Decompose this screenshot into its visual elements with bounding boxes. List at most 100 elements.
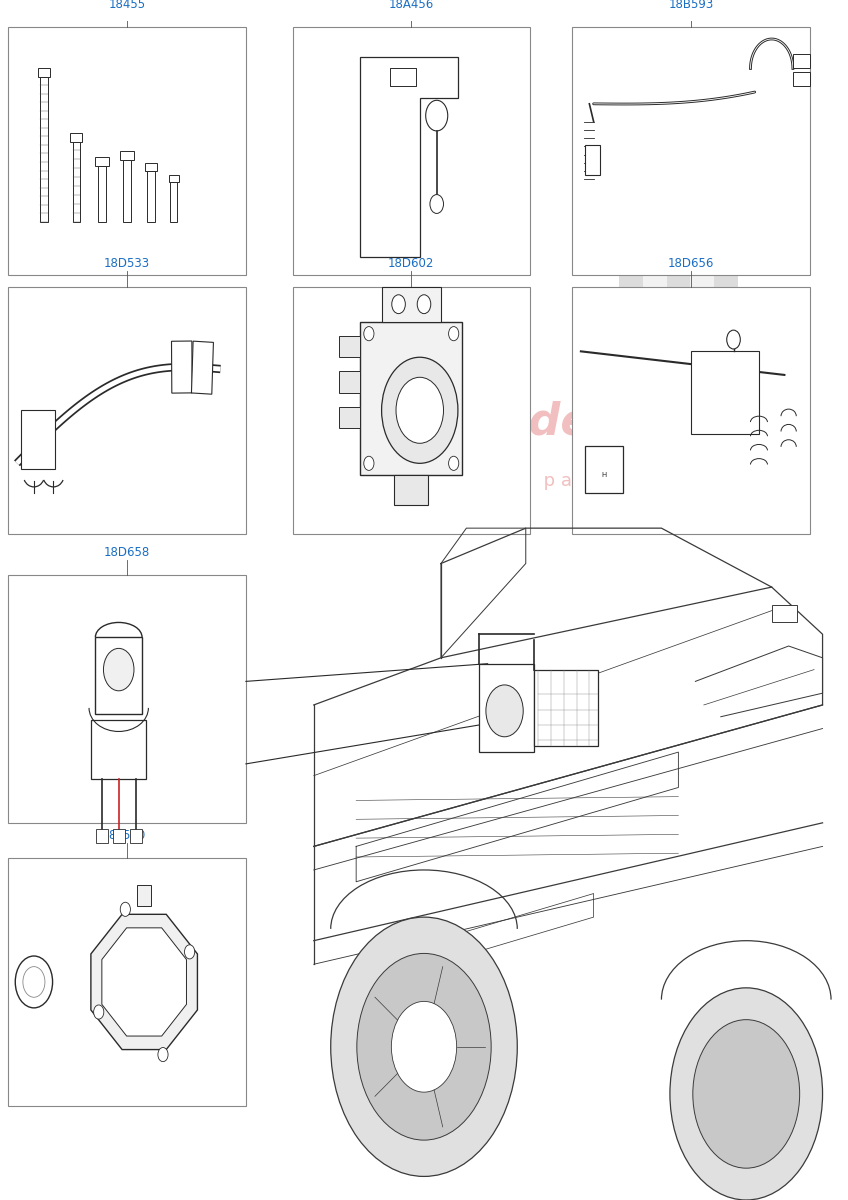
Polygon shape [102, 928, 187, 1036]
Circle shape [103, 648, 134, 691]
Bar [667, 210, 690, 242]
Text: 18D533: 18D533 [104, 257, 150, 270]
Bar [98, 167, 106, 222]
Bar [95, 157, 109, 167]
Bar [479, 664, 534, 752]
Bar [643, 242, 667, 276]
Bar [667, 276, 690, 308]
Text: H: H [601, 472, 606, 478]
Bar [619, 276, 643, 308]
Bar [772, 605, 797, 623]
Bar [170, 181, 177, 222]
Bar [643, 342, 667, 374]
Bar [8, 28, 246, 275]
Bar [793, 54, 810, 68]
Bar [643, 276, 667, 308]
Bar [339, 336, 360, 358]
Bar [41, 77, 48, 222]
Circle shape [449, 326, 459, 341]
Circle shape [396, 377, 444, 443]
Bar [714, 210, 738, 242]
Circle shape [23, 967, 45, 997]
Bar [171, 341, 192, 394]
Bar [21, 410, 55, 469]
Bar [667, 242, 690, 276]
Bar [145, 163, 157, 172]
Circle shape [392, 295, 405, 313]
Bar [572, 287, 810, 534]
Circle shape [693, 1020, 800, 1168]
Bar [714, 242, 738, 276]
Bar [8, 575, 246, 823]
Circle shape [93, 1004, 103, 1019]
Bar [8, 287, 246, 534]
Bar [690, 276, 714, 308]
Bar [293, 28, 530, 275]
Circle shape [364, 456, 374, 470]
Bar [691, 352, 759, 434]
Circle shape [382, 358, 458, 463]
Text: 18D602: 18D602 [388, 257, 434, 270]
Bar [382, 287, 441, 322]
Circle shape [391, 1001, 456, 1092]
Circle shape [364, 326, 374, 341]
Text: 18A456: 18A456 [388, 0, 434, 11]
Bar [360, 322, 462, 475]
Circle shape [120, 902, 131, 917]
Bar [339, 407, 360, 428]
Bar [619, 308, 643, 342]
Bar [394, 475, 428, 504]
Bar [96, 829, 108, 844]
Bar [690, 210, 714, 242]
Bar [192, 341, 214, 394]
Bar [148, 172, 155, 222]
Bar [113, 829, 125, 844]
Bar [73, 142, 81, 222]
Text: 18B593: 18B593 [668, 0, 714, 11]
Bar [793, 72, 810, 86]
Bar [572, 28, 810, 275]
Bar [339, 371, 360, 392]
Bar [667, 342, 690, 374]
Circle shape [670, 988, 823, 1200]
Bar [92, 720, 147, 779]
Text: c r r   p a r t s: c r r p a r t s [489, 472, 613, 490]
Bar [585, 445, 623, 493]
Bar [120, 151, 134, 161]
Circle shape [357, 954, 491, 1140]
Bar [714, 342, 738, 374]
Bar [390, 68, 416, 86]
Bar [169, 174, 179, 181]
Circle shape [15, 956, 53, 1008]
Bar [38, 68, 50, 77]
Bar [137, 886, 151, 906]
Bar [619, 342, 643, 374]
Bar [714, 276, 738, 308]
Text: 8K540: 8K540 [109, 829, 146, 841]
Polygon shape [91, 914, 198, 1050]
Circle shape [449, 456, 459, 470]
Bar [534, 670, 598, 746]
Circle shape [331, 917, 517, 1176]
Bar [293, 287, 530, 534]
Bar [8, 858, 246, 1105]
Circle shape [727, 330, 740, 349]
Text: 18D656: 18D656 [668, 257, 714, 270]
Bar [123, 161, 131, 222]
Bar [70, 133, 82, 142]
Bar [690, 342, 714, 374]
Bar [619, 210, 643, 242]
Circle shape [430, 194, 444, 214]
Circle shape [185, 944, 195, 959]
Bar [643, 210, 667, 242]
Bar [690, 242, 714, 276]
Bar [643, 308, 667, 342]
Bar [619, 242, 643, 276]
Bar [690, 308, 714, 342]
Text: 18D658: 18D658 [104, 546, 150, 559]
Bar [585, 145, 600, 174]
Bar [714, 308, 738, 342]
Polygon shape [360, 56, 458, 257]
Bar [130, 829, 142, 844]
Circle shape [158, 1048, 168, 1062]
